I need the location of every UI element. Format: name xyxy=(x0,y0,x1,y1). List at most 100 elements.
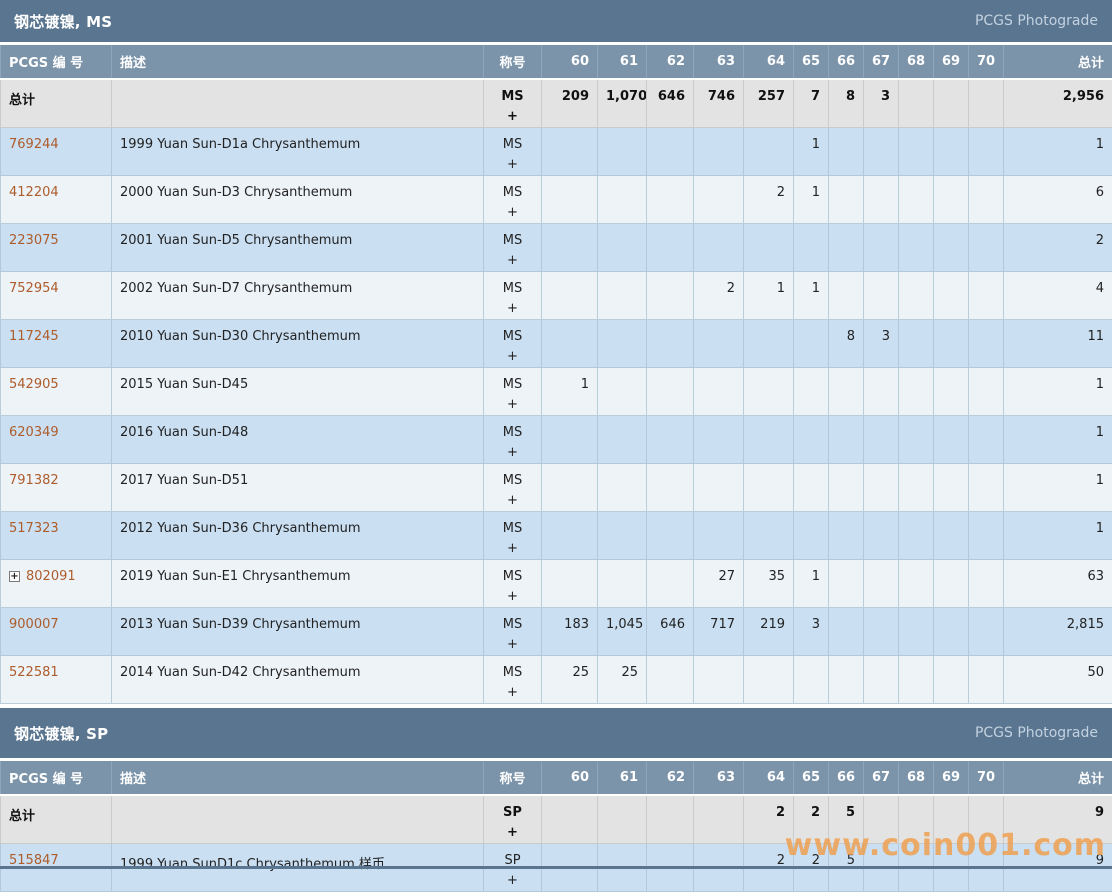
totals-grade-60-cell xyxy=(542,795,598,844)
expand-icon[interactable]: + xyxy=(9,571,20,582)
designation-label: MS xyxy=(492,471,533,491)
designation-plus-label: + xyxy=(492,683,533,703)
pcgs-number-link[interactable]: 900007 xyxy=(9,617,59,632)
column-header-grade-60: 60 xyxy=(542,45,598,79)
grade-61-cell: 25 xyxy=(598,656,647,704)
grade-61-cell xyxy=(598,464,647,512)
totals-grade-64-cell: 257 xyxy=(744,79,794,128)
column-header-grade-63: 63 xyxy=(694,761,744,795)
pcgs-number-cell: 412204 xyxy=(1,176,112,224)
grade-61-cell xyxy=(598,416,647,464)
grade-63-cell xyxy=(694,416,744,464)
totals-grade-65-cell: 7 xyxy=(794,79,829,128)
pcgs-number-link[interactable]: 117245 xyxy=(9,329,59,344)
pcgs-number-link[interactable]: 412204 xyxy=(9,185,59,200)
designation-plus-label: + xyxy=(492,203,533,223)
totals-label: 总计 xyxy=(1,79,112,128)
pcgs-number-link[interactable]: 791382 xyxy=(9,473,59,488)
pcgs-number-cell: 769244 xyxy=(1,128,112,176)
grade-62-cell xyxy=(647,272,694,320)
designation-plus-label: + xyxy=(492,635,533,655)
column-header-grade-70: 70 xyxy=(969,45,1004,79)
column-header-grade-64: 64 xyxy=(744,45,794,79)
totals-grade-64-cell: 2 xyxy=(744,795,794,844)
designation-label: MS xyxy=(492,135,533,155)
grade-69-cell xyxy=(934,176,969,224)
grade-67-cell xyxy=(864,416,899,464)
grade-63-cell xyxy=(694,176,744,224)
pcgs-number-cell: 900007 xyxy=(1,608,112,656)
grade-62-cell xyxy=(647,224,694,272)
totals-grade-65-cell: 2 xyxy=(794,795,829,844)
grade-65-cell xyxy=(794,224,829,272)
designation-plus-label: + xyxy=(492,587,533,607)
column-header-grade-68: 68 xyxy=(899,761,934,795)
grade-60-cell xyxy=(542,128,598,176)
grade-64-cell xyxy=(744,656,794,704)
total-cell: 1 xyxy=(1004,368,1112,416)
grade-62-cell: 646 xyxy=(647,608,694,656)
totals-grade-69-cell xyxy=(934,79,969,128)
pcgs-number-link[interactable]: 517323 xyxy=(9,521,59,536)
pcgs-number-link[interactable]: 620349 xyxy=(9,425,59,440)
coin-description: 2013 Yuan Sun-D39 Chrysanthemum xyxy=(112,608,484,656)
grade-66-cell xyxy=(829,272,864,320)
grade-66-cell xyxy=(829,224,864,272)
grade-66-cell xyxy=(829,368,864,416)
column-header-grade-67: 67 xyxy=(864,45,899,79)
column-header-grade-69: 69 xyxy=(934,761,969,795)
totals-grade-68-cell xyxy=(899,795,934,844)
photograde-link[interactable]: PCGS Photograde xyxy=(975,13,1098,29)
grade-68-cell xyxy=(899,608,934,656)
designation-label: MS xyxy=(492,231,533,251)
grade-61-cell xyxy=(598,368,647,416)
coin-description: 2001 Yuan Sun-D5 Chrysanthemum xyxy=(112,224,484,272)
column-header-grade-61: 61 xyxy=(598,761,647,795)
grade-69-cell xyxy=(934,464,969,512)
total-cell: 4 xyxy=(1004,272,1112,320)
totals-grade-63-cell xyxy=(694,795,744,844)
grade-66-cell xyxy=(829,176,864,224)
designation-cell: SP+ xyxy=(484,795,542,844)
grade-65-cell: 1 xyxy=(794,128,829,176)
grade-65-cell xyxy=(794,416,829,464)
column-header-pcgs-number: PCGS 编 号 xyxy=(1,761,112,795)
designation-cell: MS+ xyxy=(484,272,542,320)
total-cell: 2 xyxy=(1004,224,1112,272)
pcgs-number-link[interactable]: 769244 xyxy=(9,137,59,152)
pcgs-number-link[interactable]: 542905 xyxy=(9,377,59,392)
pcgs-number-link[interactable]: 802091 xyxy=(26,569,76,584)
grade-60-cell xyxy=(542,464,598,512)
pcgs-number-cell: 752954 xyxy=(1,272,112,320)
pcgs-number-link[interactable]: 522581 xyxy=(9,665,59,680)
coin-description: 2010 Yuan Sun-D30 Chrysanthemum xyxy=(112,320,484,368)
totals-total-cell: 9 xyxy=(1004,795,1112,844)
grade-69-cell xyxy=(934,656,969,704)
pcgs-number-link[interactable]: 752954 xyxy=(9,281,59,296)
totals-grade-70-cell xyxy=(969,79,1004,128)
designation-label: MS xyxy=(492,567,533,587)
grade-66-cell xyxy=(829,656,864,704)
grade-64-cell xyxy=(744,512,794,560)
totals-grade-67-cell xyxy=(864,795,899,844)
grade-65-cell: 1 xyxy=(794,176,829,224)
pcgs-number-link[interactable]: 223075 xyxy=(9,233,59,248)
grade-70-cell xyxy=(969,320,1004,368)
grade-64-cell: 219 xyxy=(744,608,794,656)
photograde-link[interactable]: PCGS Photograde xyxy=(975,725,1098,741)
grade-63-cell xyxy=(694,320,744,368)
column-header-grade-68: 68 xyxy=(899,45,934,79)
pcgs-number-cell: 517323 xyxy=(1,512,112,560)
grade-69-cell xyxy=(934,320,969,368)
grade-67-cell xyxy=(864,176,899,224)
grade-61-cell xyxy=(598,512,647,560)
grade-64-cell xyxy=(744,320,794,368)
